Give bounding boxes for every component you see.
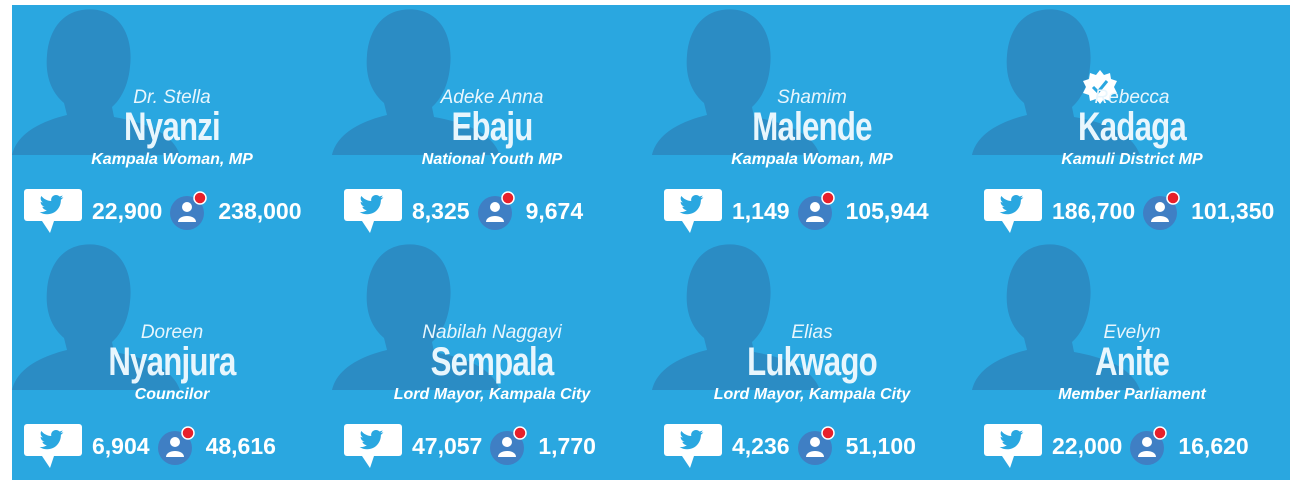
follower-icon — [477, 191, 515, 230]
tweet-icon — [24, 424, 82, 468]
follower-count: 1,770 — [538, 432, 596, 459]
tweet-count: 4,236 — [732, 432, 790, 459]
surname: Lukwago — [747, 340, 878, 384]
tweet-icon — [664, 189, 722, 233]
role: Lord Mayor, Kampala City — [393, 386, 591, 403]
surname: Nyanzi — [124, 105, 221, 149]
follower-count: 101,350 — [1191, 197, 1275, 224]
profile-card: Shamim Malende Kampala Woman, MP 1,149 105,9… — [652, 5, 972, 240]
first-name: Doreen — [140, 322, 204, 343]
profile-card: Adeke Anna Ebaju National Youth MP 8,325 9,6… — [332, 5, 652, 240]
first-name: Shamim — [777, 87, 847, 108]
silhouette — [652, 244, 820, 390]
profile-card: Rebecca Kadaga Kamuli District MP 186,700 10… — [972, 5, 1290, 240]
surname: Nyanjura — [108, 340, 236, 384]
stats: 6,904 48,616 — [22, 422, 282, 470]
follower-icon — [490, 426, 528, 465]
first-name: Evelyn — [1103, 322, 1161, 343]
surname: Anite — [1094, 340, 1170, 384]
stats: 1,149 105,944 — [662, 187, 935, 235]
tweet-icon — [344, 189, 402, 233]
tweet-count: 186,700 — [1052, 197, 1136, 224]
first-name: Elias — [791, 322, 833, 343]
tweet-count: 47,057 — [412, 432, 483, 459]
follower-count: 105,944 — [845, 197, 929, 224]
tweet-icon — [664, 424, 722, 468]
follower-icon — [1130, 426, 1168, 465]
silhouette — [12, 244, 180, 390]
role: Kampala Woman, MP — [731, 151, 893, 168]
surname: Malende — [752, 105, 872, 149]
surname: Kadaga — [1077, 105, 1187, 149]
tweet-count: 1,149 — [732, 197, 790, 224]
silhouette — [332, 9, 500, 156]
follower-count: 48,616 — [205, 432, 276, 459]
board: Dr. Stella Nyanzi Kampala Woman, MP 22,900 2… — [12, 5, 1290, 480]
profile-card: Doreen Nyanjura Councilor 6,904 48,616 — [12, 240, 332, 475]
silhouette — [652, 9, 820, 156]
stats: 186,700 101,350 — [982, 187, 1280, 235]
first-name: Rebecca — [1094, 87, 1170, 108]
follower-count: 238,000 — [218, 197, 302, 224]
verified-badge — [1083, 70, 1117, 104]
role: Kamuli District MP — [1061, 151, 1203, 168]
profile-card: Dr. Stella Nyanzi Kampala Woman, MP 22,900 2… — [12, 5, 332, 240]
first-name: Dr. Stella — [133, 87, 211, 108]
role: Kampala Woman, MP — [91, 151, 253, 168]
follower-icon — [797, 191, 835, 230]
silhouette — [12, 9, 180, 156]
surname: Ebaju — [451, 105, 533, 149]
tweet-count: 6,904 — [92, 432, 150, 459]
silhouette — [332, 244, 500, 390]
follower-count: 51,100 — [845, 432, 916, 459]
tweet-icon — [984, 424, 1042, 468]
profile-card: Elias Lukwago Lord Mayor, Kampala City 4,23… — [652, 240, 972, 475]
role: Lord Mayor, Kampala City — [713, 386, 911, 403]
tweet-icon — [984, 189, 1042, 233]
role: Member Parliament — [1058, 386, 1206, 403]
follower-icon — [170, 191, 208, 230]
silhouette — [972, 244, 1140, 390]
first-name: Adeke Anna — [440, 87, 544, 108]
tweet-icon — [24, 189, 82, 233]
follower-icon — [157, 426, 195, 465]
surname: Sempala — [430, 340, 555, 384]
role: Councilor — [134, 386, 210, 403]
tweet-count: 22,000 — [1052, 432, 1123, 459]
first-name: Nabilah Naggayi — [422, 322, 562, 343]
silhouette — [972, 9, 1140, 156]
stats: 22,000 16,620 — [982, 422, 1255, 470]
follower-count: 9,674 — [525, 197, 584, 224]
profile-card: Evelyn Anite Member Parliament 22,000 16,620 — [972, 240, 1290, 475]
stats: 4,236 51,100 — [662, 422, 922, 470]
stats: 8,325 9,674 — [342, 187, 589, 235]
follower-icon — [797, 426, 835, 465]
role: National Youth MP — [421, 151, 563, 168]
profile-card: Nabilah Naggayi Sempala Lord Mayor, Kampal… — [332, 240, 652, 475]
stats: 22,900 238,000 — [22, 187, 308, 235]
stats: 47,057 1,770 — [342, 422, 602, 470]
tweet-count: 8,325 — [412, 197, 470, 224]
tweet-count: 22,900 — [92, 197, 163, 224]
tweet-icon — [344, 424, 402, 468]
follower-icon — [1143, 191, 1180, 230]
follower-count: 16,620 — [1178, 432, 1249, 459]
